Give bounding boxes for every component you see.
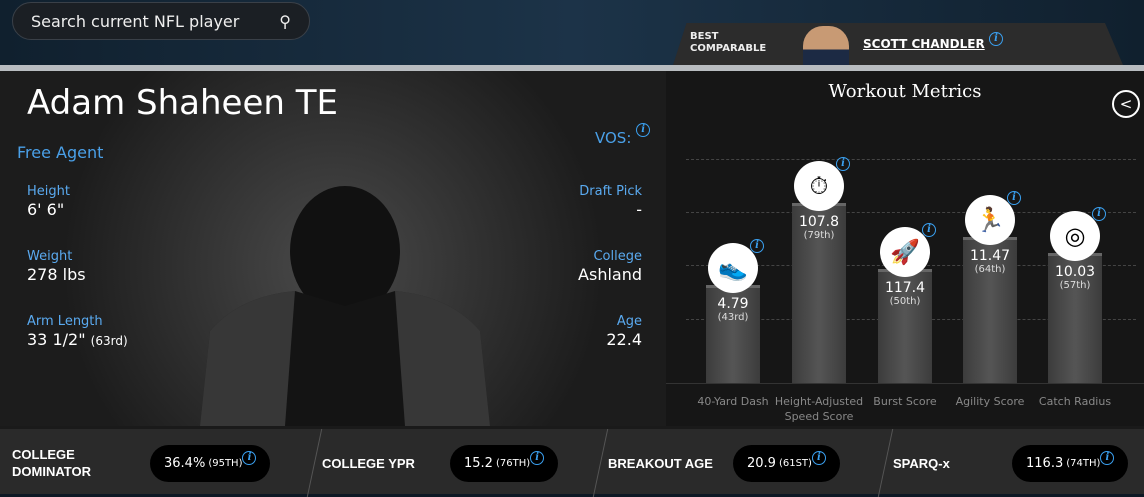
comparable-label: BEST xyxy=(690,31,719,42)
bottom-stats-bar: COLLEGE DOMINATOR 36.4% (95TH) i COLLEGE YPR… xyxy=(0,426,1144,497)
stat-value-pill: 36.4% (95TH) i xyxy=(150,429,271,497)
info-icon[interactable]: i xyxy=(1100,451,1115,465)
divider xyxy=(0,65,1144,71)
metric-label: Catch Radius xyxy=(1038,395,1112,408)
draft-pick-value: - xyxy=(636,200,642,219)
shoe-icon: 👟 i xyxy=(708,238,764,293)
target-icon: ◎ i xyxy=(1050,207,1106,262)
stat-value: 116.3 xyxy=(1026,455,1064,471)
stat-value: 20.9 xyxy=(747,455,776,471)
weight-label: Weight xyxy=(27,249,73,264)
vos-label: VOS: xyxy=(595,129,632,147)
divider xyxy=(592,429,609,497)
metric-bar: 10.03 (57th) xyxy=(1048,253,1102,383)
stat-value: 15.2 xyxy=(464,455,493,471)
metric-rank: (50th) xyxy=(889,296,921,307)
metric-rank: (43rd) xyxy=(717,311,749,323)
bottom-stat: SPARQ-x xyxy=(893,429,1033,497)
info-icon[interactable]: i xyxy=(750,238,764,253)
stat-rank: (74TH) xyxy=(1066,457,1101,469)
metric-value: 4.79 xyxy=(717,295,749,312)
arm-length-label: Arm Length xyxy=(27,314,103,329)
stat-value-pill: 20.9 (61ST) i xyxy=(733,429,840,497)
height-value: 6' 6" xyxy=(27,200,65,219)
info-icon[interactable]: i xyxy=(530,451,545,465)
player-name: Adam Shaheen TE xyxy=(27,83,338,123)
player-profile: Adam Shaheen TE Free Agent VOS: i Height… xyxy=(0,71,666,426)
search-placeholder: Search current NFL player xyxy=(31,11,240,31)
stopwatch-icon: ⏱ i xyxy=(794,156,850,211)
stat-label: COLLEGE YPR xyxy=(322,455,415,471)
metric-rank: (79th) xyxy=(803,229,835,241)
metric-label: Height-Adjusted Speed Score xyxy=(774,395,864,423)
metric-bar: 4.79 (43rd) xyxy=(706,284,760,383)
metric-value: 107.8 xyxy=(798,213,840,230)
workout-metrics-panel: Workout Metrics < 4.79 (43rd) 👟 i 40-Yard Da… xyxy=(666,71,1144,426)
stat-label: SPARQ-x xyxy=(893,455,950,471)
stat-rank: (95TH) xyxy=(208,457,243,469)
comparable-player-photo xyxy=(803,26,849,65)
college-value: Ashland xyxy=(578,265,642,284)
weight-value: 278 lbs xyxy=(27,265,86,284)
info-icon[interactable]: i xyxy=(636,123,651,137)
player-silhouette xyxy=(200,186,490,426)
search-icon[interactable]: ⚲ xyxy=(279,11,291,31)
metric-bar: 11.47 (64th) xyxy=(963,237,1017,383)
info-icon[interactable]: i xyxy=(922,223,936,237)
metric-rank: (57th) xyxy=(1059,280,1091,292)
stat-label: COLLEGE DOMINATOR xyxy=(12,447,91,479)
info-icon[interactable]: i xyxy=(1007,191,1021,206)
metric-value: 117.4 xyxy=(884,280,926,296)
metric-bar: 107.8 (79th) xyxy=(792,202,846,383)
arm-length-rank: (63rd) xyxy=(90,334,128,348)
info-icon[interactable]: i xyxy=(1092,207,1106,222)
age-value: 22.4 xyxy=(606,330,642,349)
player-team: Free Agent xyxy=(17,143,104,162)
stat-value-pill: 15.2 (76TH) i xyxy=(450,429,559,497)
workout-metrics-title: Workout Metrics xyxy=(828,81,982,102)
metric-value: 11.47 xyxy=(969,248,1011,265)
bottom-stat: COLLEGE YPR xyxy=(322,429,462,497)
age-label: Age xyxy=(616,314,642,329)
metric-label: Agility Score xyxy=(955,395,1025,408)
comparable-label: COMPARABLE xyxy=(690,43,767,54)
chart-axis xyxy=(666,383,1144,384)
divider xyxy=(306,429,323,497)
metric-rank: (64th) xyxy=(974,264,1006,276)
bottom-stat: BREAKOUT AGE xyxy=(608,429,748,497)
share-icon[interactable]: < xyxy=(1112,90,1140,118)
runner-icon: 🏃 i xyxy=(965,191,1021,246)
info-icon[interactable]: i xyxy=(989,32,1003,46)
metric-label: 40-Yard Dash xyxy=(697,395,769,408)
best-comparable-panel: BEST COMPARABLE SCOTT CHANDLER i xyxy=(673,23,1123,65)
comparable-player-link[interactable]: SCOTT CHANDLER xyxy=(863,37,985,51)
info-icon[interactable]: i xyxy=(811,451,826,465)
divider xyxy=(877,429,894,497)
arm-length-value: 33 1/2" xyxy=(27,330,86,349)
rocket-icon: 🚀 i xyxy=(880,223,936,277)
height-label: Height xyxy=(27,184,70,199)
metric-value: 10.03 xyxy=(1054,264,1096,281)
info-icon[interactable]: i xyxy=(836,156,850,171)
draft-pick-label: Draft Pick xyxy=(579,184,642,199)
stat-rank: (76TH) xyxy=(495,457,531,469)
stat-rank: (61ST) xyxy=(778,457,812,469)
college-label: College xyxy=(593,249,642,264)
stat-label: BREAKOUT AGE xyxy=(608,455,713,471)
metric-label: Burst Score xyxy=(873,395,937,408)
stat-value: 36.4% xyxy=(164,455,206,471)
info-icon[interactable]: i xyxy=(242,451,257,465)
gridline xyxy=(686,159,1136,160)
stat-value-pill: 116.3 (74TH) i xyxy=(1012,429,1129,497)
player-search-input[interactable]: Search current NFL player ⚲ xyxy=(12,2,310,40)
metric-bar: 117.4 (50th) xyxy=(878,269,932,383)
gridline xyxy=(686,212,1136,213)
bottom-stat: COLLEGE DOMINATOR xyxy=(12,429,152,497)
